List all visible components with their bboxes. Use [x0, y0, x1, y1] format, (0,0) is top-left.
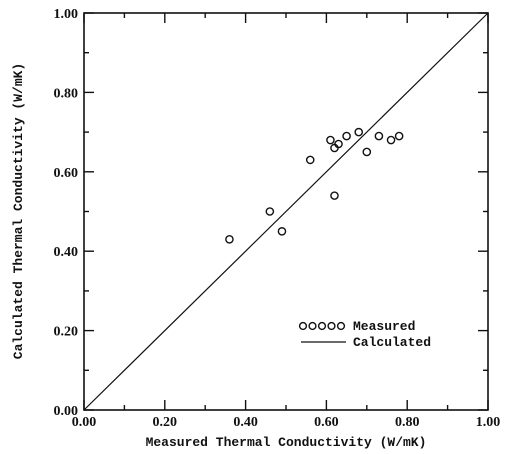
x-tick-label: 0.00 — [72, 415, 97, 430]
legend-marker-circle — [317, 321, 327, 331]
measured-point — [362, 147, 372, 157]
measured-point — [330, 191, 339, 200]
legend: Measured Calculated — [298, 319, 431, 350]
x-tick-label: 0.40 — [233, 415, 258, 430]
y-tick-label: 0.00 — [54, 404, 79, 419]
measured-point — [354, 127, 364, 137]
x-tick-label: 1.00 — [476, 415, 501, 430]
measured-point — [305, 155, 315, 165]
calculated-line — [83, 12, 489, 411]
x-tick-label: 0.20 — [153, 415, 178, 430]
legend-label-measured: Measured — [353, 319, 415, 334]
y-tick-label: 0.20 — [54, 325, 79, 340]
legend-marker-circle — [336, 321, 346, 331]
y-tick-label: 0.60 — [54, 166, 79, 181]
series-layer — [83, 12, 489, 411]
y-tick-label: 0.40 — [54, 245, 79, 260]
x-axis-title: Measured Thermal Conductivity (W/mK) — [146, 435, 427, 450]
legend-label-calculated: Calculated — [353, 335, 431, 350]
measured-point — [277, 227, 287, 236]
legend-marker-circle — [327, 321, 336, 331]
legend-marker-circle — [298, 321, 308, 331]
measured-point — [265, 207, 275, 216]
y-axis-title: Calculated Thermal Conductivity (W/mK) — [11, 63, 26, 359]
measured-point — [225, 234, 234, 244]
x-tick-label: 0.80 — [395, 415, 420, 430]
legend-marker-circle — [308, 321, 317, 331]
measured-point — [334, 139, 343, 149]
x-tick-label: 0.60 — [314, 415, 339, 430]
axis-ticks — [83, 12, 489, 411]
measured-point — [394, 131, 404, 141]
measured-point — [386, 135, 396, 145]
axis-tick-labels: 0.00 0.20 0.40 0.60 0.80 1.00 0.00 0.20 0.40 0.60… — [54, 7, 501, 430]
y-tick-label: 1.00 — [54, 7, 79, 22]
measured-point — [374, 131, 384, 141]
measured-point — [342, 131, 351, 141]
y-tick-label: 0.80 — [54, 86, 79, 101]
measured-point — [326, 135, 335, 145]
legend-marker-measured — [298, 321, 346, 331]
